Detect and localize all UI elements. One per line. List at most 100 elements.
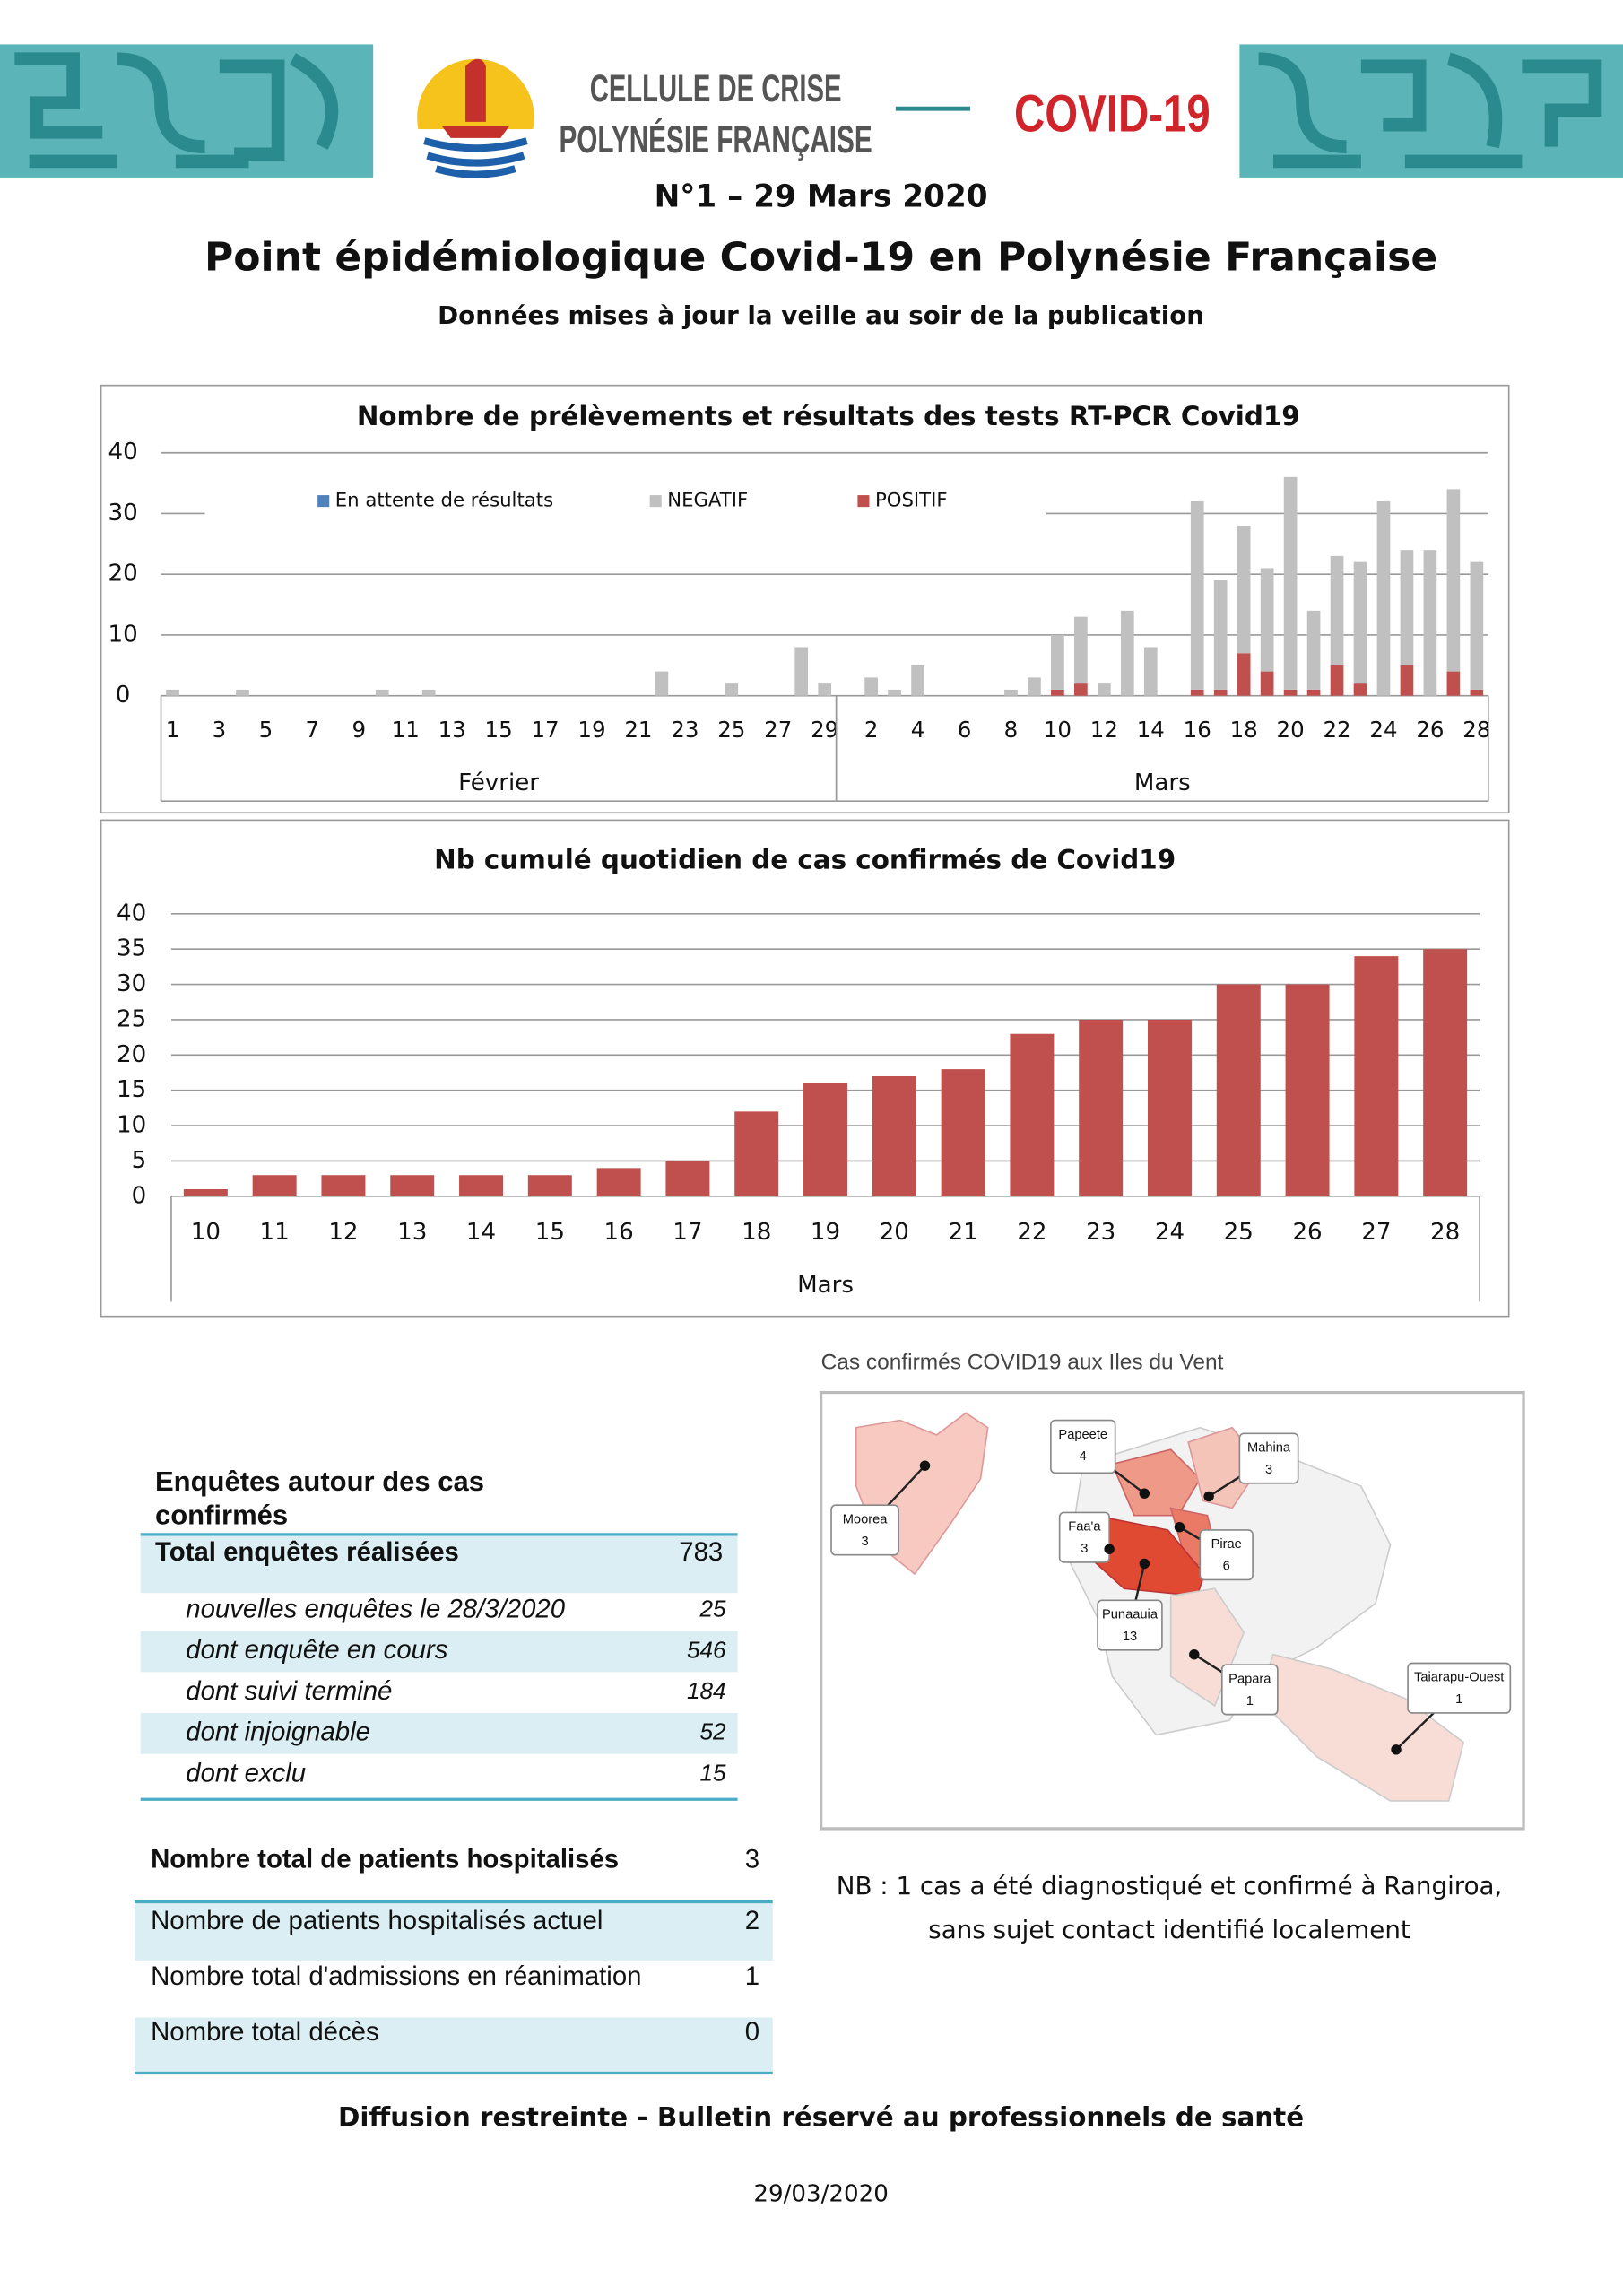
x-tick-label: 7 [306,717,320,743]
bar [1423,949,1468,1196]
bar-segment [1097,683,1111,696]
x-tick-label: 20 [880,1219,909,1246]
footer: Diffusion restreinte - Bulletin réservé … [338,2102,1304,2133]
area-value: 1 [1246,1694,1254,1709]
chart-frame [100,819,1510,1318]
x-tick-label: 19 [811,1219,840,1246]
area-dot [1174,1522,1185,1533]
logo-sail [465,58,486,122]
legend-bg [204,483,1046,519]
bar-segment [1400,665,1414,696]
bar-segment [1306,610,1321,690]
tests-chart: Nombre de prélèvements et résultats des … [108,401,1490,803]
y-tick-label: 20 [117,1041,146,1068]
x-tick-label: 29 [811,717,838,743]
row-bg [140,1631,738,1673]
row-value: 783 [679,1537,723,1567]
x-tick-label: 12 [328,1219,358,1246]
bar-segment [1330,665,1344,696]
bar-segment [1074,616,1088,684]
banner-right [1239,44,1623,178]
x-tick-label: 8 [1004,717,1019,743]
y-tick-label: 5 [132,1147,147,1174]
area-value: 1 [1455,1692,1462,1707]
x-tick-label: 18 [1230,717,1258,743]
area-dot [1104,1544,1115,1554]
row-value: 546 [687,1636,726,1663]
y-tick-label: 40 [117,900,146,926]
bar-segment [1237,526,1251,654]
row-label: nouvelles enquêtes le 28/3/2020 [186,1595,565,1624]
x-tick-label: 2 [864,717,879,743]
x-tick-label: 18 [742,1219,771,1246]
chart-title: Nombre de prélèvements et résultats des … [357,401,1300,431]
bar-segment [1400,550,1414,665]
area-label-box [1238,1432,1299,1484]
bar-segment [655,671,669,696]
bar-segment [236,689,249,696]
bar [252,1175,297,1196]
y-tick-label: 10 [108,621,137,648]
area-name: Taiarapu-Ouest [1414,1671,1504,1685]
bar [1216,984,1261,1196]
bar-segment [1260,671,1274,696]
x-axis-label: Mars [797,1272,854,1299]
row-value: 15 [699,1759,726,1786]
x-tick-label: 1 [166,717,180,743]
row-bg [140,1712,738,1754]
row-label: Nombre de patients hospitalisés actuel [151,1906,603,1935]
peninsula [1257,1653,1465,1802]
bar-segment [1051,689,1064,696]
table-title: Enquêtes autour des cas [155,1465,484,1497]
banner-pattern [1258,52,1602,169]
row-label: Nombre total d'admissions en réanimation [151,1961,641,1991]
bar-segment [1190,689,1204,696]
bar-segment [794,647,809,696]
bar-segment [1213,689,1228,696]
chart-frame [100,384,1510,814]
area-value: 6 [1223,1560,1230,1574]
legend-swatch [317,495,330,508]
legend-swatch [857,495,870,508]
bar [941,1069,985,1196]
bar [872,1075,916,1196]
map-labels: Moorea 3 Papeete 4 Mahina 3 Faa'a 3 Pirae 6 Punaau… [830,1419,1512,1755]
row-label: dont exclu [186,1758,306,1787]
x-tick-label: 26 [1292,1219,1322,1246]
row-label: dont suivi terminé [186,1676,392,1706]
area-value: 3 [861,1535,868,1549]
bar [1147,1019,1192,1196]
bar-segment [888,689,901,696]
bar-segment [1213,579,1228,690]
y-tick-label: 40 [108,439,137,465]
area-label-box [1097,1599,1163,1651]
x-tick-label: 28 [1430,1219,1460,1246]
note-line: NB : 1 cas a été diagnostiqué et confirm… [837,1871,1503,1900]
area-name: Papara [1228,1672,1271,1686]
cumulative-chart: Nb cumulé quotidien de cas confirmés de … [117,845,1480,1302]
row-value: 2 [745,1906,759,1935]
x-tick-label: 16 [604,1219,634,1246]
area-name: Moorea [843,1512,889,1526]
bar-segment [1143,647,1158,696]
bar [734,1111,779,1196]
x-tick-label: 23 [1086,1219,1115,1246]
title: Point épidémiologique Covid-19 en Polyné… [204,234,1437,280]
row-value: 1 [745,1961,759,1991]
x-tick-label: 25 [717,717,745,743]
y-tick-label: 15 [117,1076,146,1103]
area-name: Pirae [1211,1537,1242,1552]
x-tick-label: 16 [1184,717,1211,743]
bar-segment [1330,555,1344,665]
area-value: 3 [1081,1542,1088,1556]
x-tick-label: 14 [1137,717,1165,743]
row-label: dont enquête en cours [186,1635,448,1665]
logo-canoe [441,126,509,138]
bar [183,1188,228,1196]
x-tick-label: 20 [1277,717,1305,743]
bar-segment [1306,689,1321,696]
bar-segment [166,689,179,696]
bar-segment [1028,677,1041,696]
bar-segment [1470,561,1484,690]
row-bg [140,1534,738,1594]
